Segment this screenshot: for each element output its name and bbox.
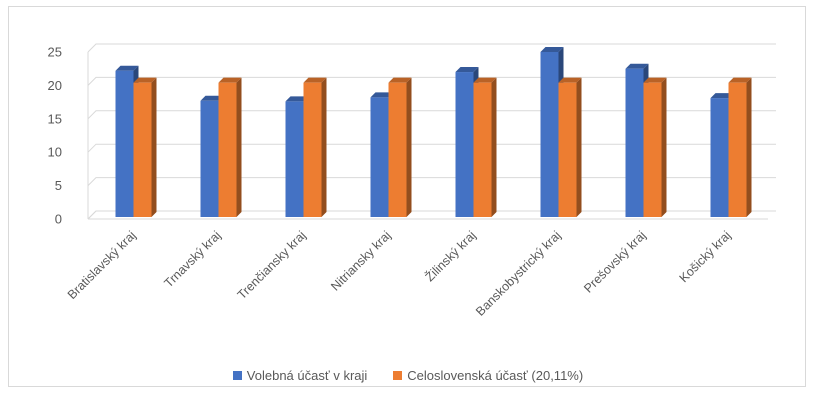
gridline [87, 110, 776, 120]
x-category-label: Bratislavský kraj [65, 228, 139, 302]
bar-national-turnout[interactable] [303, 77, 327, 218]
legend-item-series-2[interactable]: Celoslovenská účasť (20,11%) [393, 368, 583, 383]
x-axis-labels: Bratislavský kraj Trnavský kraj Trenčiansk… [65, 228, 734, 319]
x-category-label: Banskobystrický kraj [473, 228, 563, 318]
bar-national-turnout[interactable] [728, 77, 752, 218]
legend-swatch-series-1 [232, 371, 242, 380]
x-category-label: Trnavský kraj [161, 228, 223, 290]
x-category-label: Žilinský kraj [422, 228, 479, 285]
bar-national-turnout[interactable] [643, 77, 667, 218]
y-tick-label: 10 [48, 145, 62, 160]
y-tick-label: 25 [48, 45, 62, 60]
gridline [87, 177, 776, 186]
legend-swatch-series-2 [393, 371, 403, 380]
legend-label-series-2: Celoslovenská účasť (20,11%) [407, 368, 584, 383]
gridline [87, 43, 776, 53]
legend-item-series-1[interactable]: Volebná účasť v kraji [232, 368, 368, 383]
y-tick-label: 0 [55, 212, 62, 227]
bar-national-turnout[interactable] [558, 77, 582, 218]
x-category-label: Trenčiansky kraj [235, 228, 309, 302]
x-category-label: Prešovský kraj [581, 228, 648, 295]
legend: Volebná účasť v kraji Celoslovenská účas… [0, 368, 816, 383]
bars [115, 47, 752, 218]
y-tick-label: 5 [55, 178, 62, 193]
y-tick-label: 20 [48, 78, 62, 93]
x-category-label: Nitriansky kraj [328, 228, 393, 293]
bar-national-turnout[interactable] [473, 77, 497, 218]
y-tick-label: 15 [48, 111, 62, 126]
gridline [87, 143, 776, 153]
x-category-label: Košický kraj [677, 228, 734, 285]
bar-national-turnout[interactable] [218, 77, 242, 218]
y-axis-ticks: 0 5 10 15 20 25 [48, 45, 62, 227]
gridline [87, 210, 776, 220]
bar-national-turnout[interactable] [388, 77, 412, 218]
gridline [87, 76, 776, 86]
gridlines [87, 43, 776, 220]
bar-national-turnout[interactable] [133, 77, 157, 218]
legend-label-series-1: Volebná účasť v kraji [246, 368, 368, 383]
